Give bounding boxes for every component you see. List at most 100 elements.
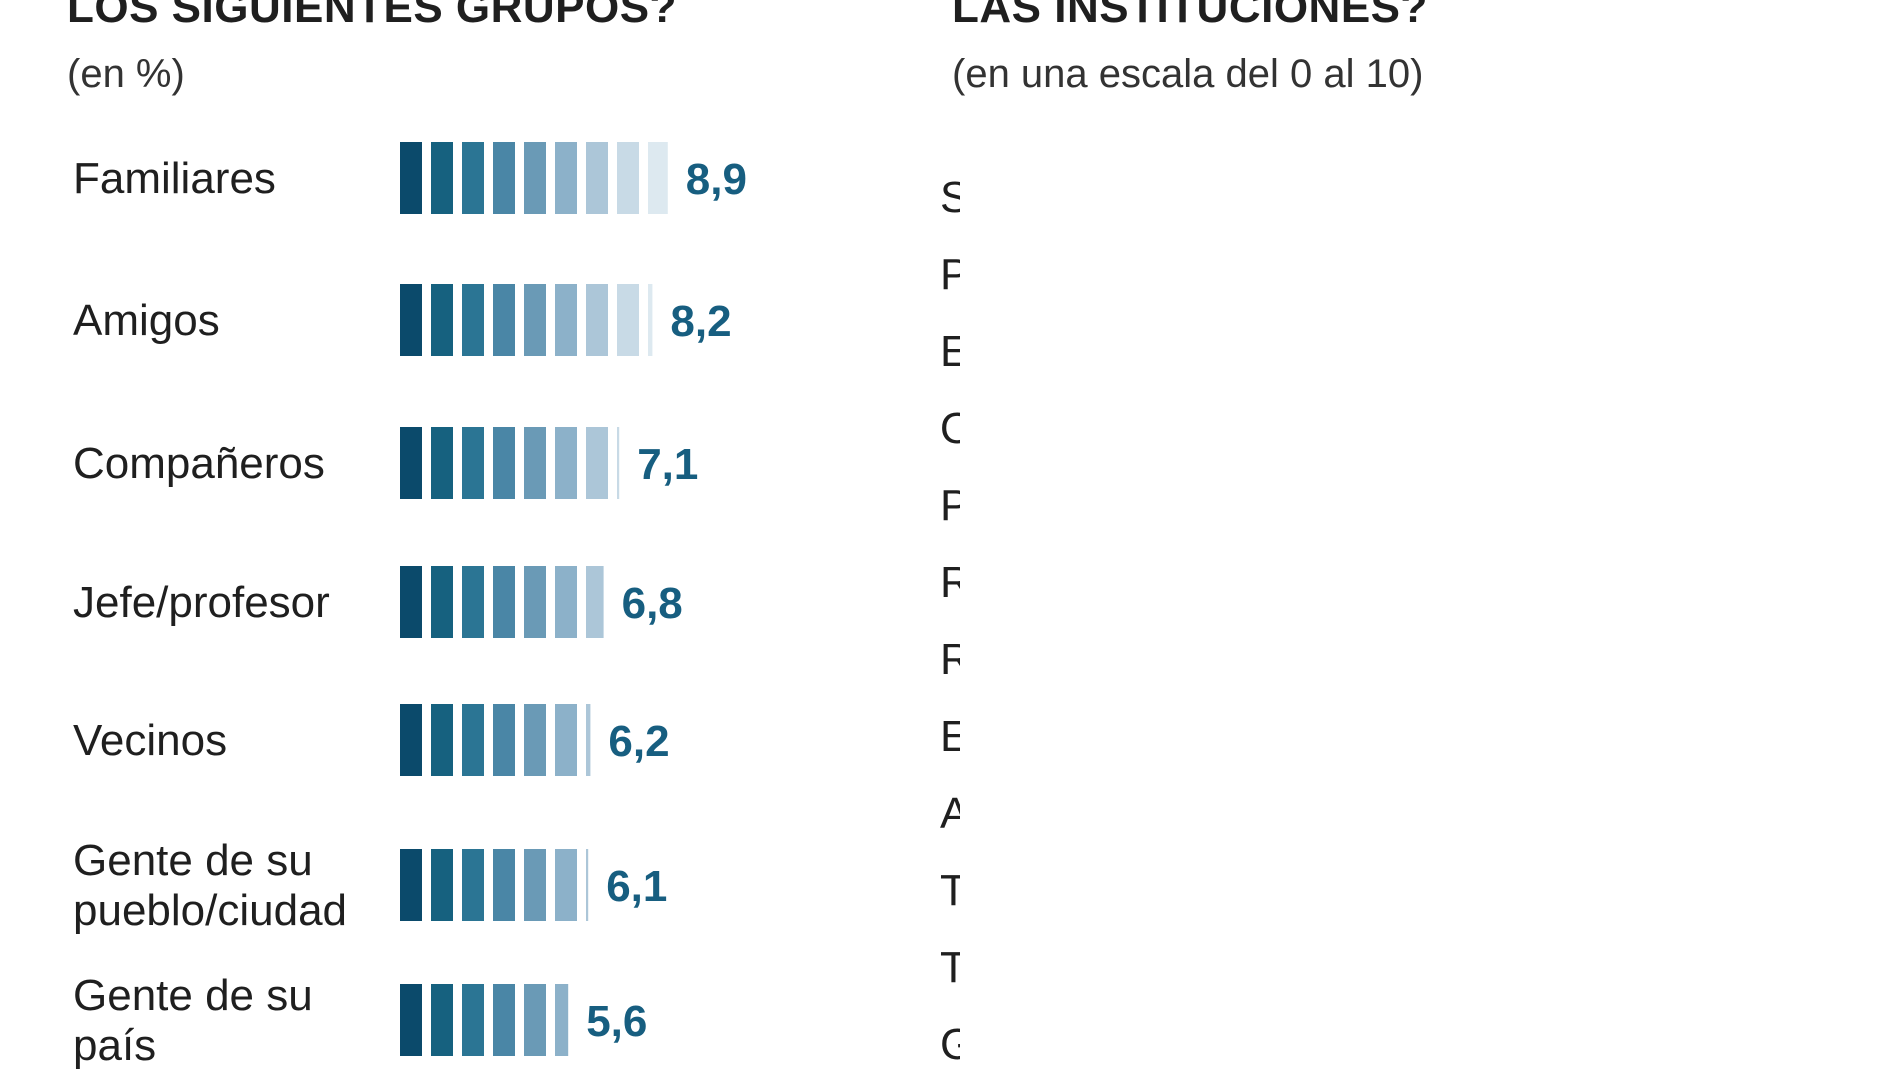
value-segment: [462, 284, 484, 356]
group-label: Vecinos: [73, 716, 227, 765]
trust-institutions-chart: Sanidad pública98 Policía85 Ejército76 Org.…: [940, 173, 960, 1069]
left-chart-subtitle: (en %): [67, 52, 185, 96]
group-row: Vecinos 6,2: [73, 704, 670, 776]
value-segment: [493, 984, 515, 1056]
institution-row: Empresas españolas64: [940, 712, 960, 761]
group-label: Jefe/profesor: [73, 578, 330, 627]
value-segment: [400, 984, 422, 1056]
value-segment: [493, 704, 515, 776]
group-row: Compañeros 7,1: [73, 427, 698, 499]
institution-row: Ayuntamientos64: [940, 789, 960, 838]
group-label: país: [73, 1021, 156, 1069]
value-segment: [400, 566, 422, 638]
value-segment: [586, 284, 608, 356]
group-label: Compañeros: [73, 439, 325, 488]
value-segment: [493, 284, 515, 356]
value-label: 8,9: [686, 155, 747, 204]
value-segment: [493, 849, 515, 921]
value-segment: [555, 427, 577, 499]
trust-institutions-chart-panel: LAS INSTITUCIONES? (en una escala del 0 …: [940, 0, 1880, 1069]
value-segment: [462, 566, 484, 638]
institution-label: Sanidad pública: [940, 173, 960, 222]
value-label: 7,1: [637, 440, 698, 489]
value-segment: [555, 566, 577, 638]
group-row: Jefe/profesor 6,8: [73, 566, 683, 638]
value-segment: [462, 984, 484, 1056]
group-row: Amigos 8,2: [73, 284, 732, 356]
value-segment: [524, 849, 546, 921]
value-segment: [462, 427, 484, 499]
institution-label: Gob. autonómicos: [940, 1020, 960, 1069]
left-chart-title: LOS SIGUIENTES GRUPOS?: [67, 0, 677, 32]
institution-label: Empresas españolas: [940, 712, 960, 761]
value-segment: [400, 284, 422, 356]
value-segment: [555, 704, 577, 776]
value-segment: [400, 704, 422, 776]
value-segment: [493, 427, 515, 499]
value-segment: [524, 984, 546, 1056]
value-segment: [524, 142, 546, 214]
group-row: Familiares 8,9: [73, 142, 747, 214]
institution-row: Periódicos67: [940, 481, 960, 530]
right-chart-title: LAS INSTITUCIONES?: [952, 0, 1428, 32]
value-segment-partial: [586, 704, 591, 776]
institution-row: Ejército76: [940, 327, 960, 376]
value-segment: [493, 142, 515, 214]
value-segment: [555, 849, 577, 921]
value-segment: [524, 566, 546, 638]
institution-row: Radio pública65: [940, 558, 960, 607]
value-segment: [555, 142, 577, 214]
right-chart-subtitle: (en una escala del 0 al 10): [952, 52, 1424, 96]
value-label: 6,1: [606, 862, 667, 911]
value-segment-partial: [648, 142, 668, 214]
value-segment: [555, 284, 577, 356]
institution-label: Ejército: [940, 327, 960, 376]
value-segment: [462, 849, 484, 921]
value-segment: [524, 704, 546, 776]
institution-label: Radio privada: [940, 635, 960, 684]
value-segment: [586, 142, 608, 214]
institution-row: Org. ecologistas70: [940, 404, 960, 453]
trust-groups-chart: Familiares 8,9 Amigos 8,2 Compañeros 7,1 Jefe/…: [73, 142, 747, 1069]
value-label: 5,6: [586, 997, 647, 1046]
value-label: 6,2: [608, 717, 669, 766]
value-segment: [462, 704, 484, 776]
value-segment: [524, 427, 546, 499]
value-segment: [400, 142, 422, 214]
value-segment: [400, 849, 422, 921]
value-segment: [617, 142, 639, 214]
institution-row: Tribunales de justicia60: [940, 866, 960, 915]
value-segment-partial: [555, 984, 569, 1056]
value-segment: [586, 427, 608, 499]
value-segment-partial: [648, 284, 653, 356]
institution-row: Televisión pública59: [940, 943, 960, 992]
value-segment: [431, 427, 453, 499]
value-segment: [431, 704, 453, 776]
value-segment-partial: [586, 566, 604, 638]
group-label: Familiares: [73, 154, 276, 203]
value-segment: [431, 984, 453, 1056]
value-segment: [400, 427, 422, 499]
institution-label: Org. ecologistas: [940, 404, 960, 453]
trust-groups-chart-panel: LOS SIGUIENTES GRUPOS? (en %) Familiares…: [67, 0, 887, 1069]
value-segment: [462, 142, 484, 214]
group-label: Amigos: [73, 296, 220, 345]
institution-row: Policía85: [940, 250, 960, 299]
value-label: 6,8: [622, 579, 683, 628]
group-label: Gente de su: [73, 836, 313, 885]
group-label: pueblo/ciudad: [73, 886, 347, 935]
value-segment: [431, 284, 453, 356]
institution-label: Periódicos: [940, 481, 960, 530]
value-segment: [617, 284, 639, 356]
institution-row: Radio privada64: [940, 635, 960, 684]
value-segment: [431, 142, 453, 214]
institution-label: Tribunales de justicia: [940, 866, 960, 915]
institution-label: Televisión pública: [940, 943, 960, 992]
value-segment-partial: [586, 849, 589, 921]
value-segment: [493, 566, 515, 638]
value-segment: [524, 284, 546, 356]
institution-label: Radio pública: [940, 558, 960, 607]
value-segment: [431, 849, 453, 921]
